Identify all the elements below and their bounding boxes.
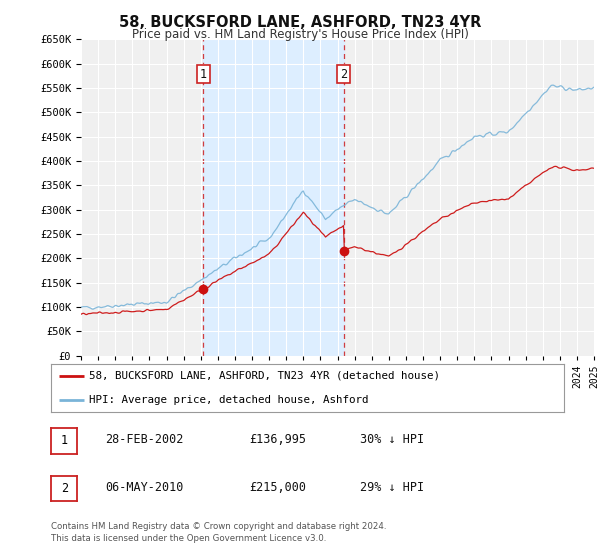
Text: Contains HM Land Registry data © Crown copyright and database right 2024.: Contains HM Land Registry data © Crown c… [51,522,386,531]
Text: 2: 2 [61,482,68,495]
Text: This data is licensed under the Open Government Licence v3.0.: This data is licensed under the Open Gov… [51,534,326,543]
Text: £136,995: £136,995 [249,433,306,446]
Text: 30% ↓ HPI: 30% ↓ HPI [360,433,424,446]
Text: Price paid vs. HM Land Registry's House Price Index (HPI): Price paid vs. HM Land Registry's House … [131,28,469,41]
Text: 1: 1 [61,435,68,447]
Text: 58, BUCKSFORD LANE, ASHFORD, TN23 4YR (detached house): 58, BUCKSFORD LANE, ASHFORD, TN23 4YR (d… [89,371,440,381]
Text: 1: 1 [200,68,207,81]
Text: 29% ↓ HPI: 29% ↓ HPI [360,480,424,494]
Text: 58, BUCKSFORD LANE, ASHFORD, TN23 4YR: 58, BUCKSFORD LANE, ASHFORD, TN23 4YR [119,15,481,30]
Text: 28-FEB-2002: 28-FEB-2002 [105,433,184,446]
Bar [203,39,344,356]
Text: HPI: Average price, detached house, Ashford: HPI: Average price, detached house, Ashf… [89,395,369,405]
Text: 06-MAY-2010: 06-MAY-2010 [105,480,184,494]
Text: £215,000: £215,000 [249,480,306,494]
Text: 2: 2 [340,68,347,81]
